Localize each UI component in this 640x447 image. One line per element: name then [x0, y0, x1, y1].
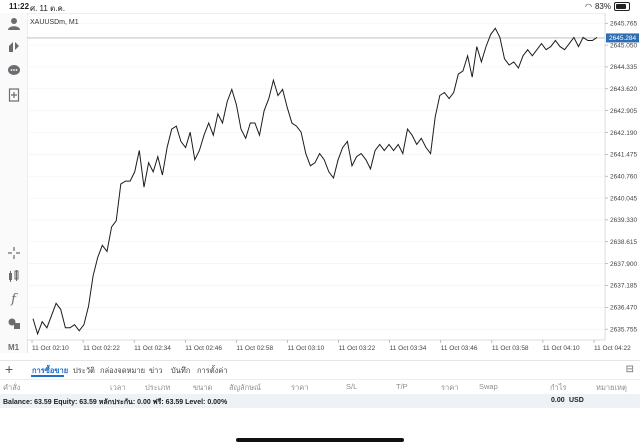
col-sl: S/L — [346, 382, 358, 391]
x-tick-label: 11 Oct 03:10 — [287, 345, 324, 352]
tab-news[interactable]: ข่าว — [149, 366, 163, 375]
status-bar: 11:22 ศ. 11 ต.ค. ◠ 83% — [0, 0, 640, 13]
indicators-icon[interactable] — [6, 269, 21, 284]
x-tick-label: 11 Oct 03:46 — [441, 345, 478, 352]
price-chart[interactable]: XAUUSDm, M1 2645.765 2645.050 2644.335 2643… — [26, 12, 640, 353]
x-tick-label: 11 Oct 04:10 — [543, 345, 580, 352]
objects-icon[interactable] — [6, 316, 21, 331]
wifi-icon: ◠ — [585, 2, 592, 11]
y-tick-label: 2643.620 — [610, 86, 637, 93]
timeframe-button[interactable]: M1 — [7, 343, 20, 352]
chat-icon[interactable] — [6, 64, 21, 79]
tab-trade[interactable]: การซื้อขาย — [32, 366, 69, 375]
terminal-tabs: + การซื้อขาย ประวัติ กล่องจดหมาย ข่าว บั… — [0, 360, 640, 379]
total-profit: 0.00 — [551, 397, 565, 404]
tab-history[interactable]: ประวัติ — [73, 366, 95, 375]
col-current-price: ราคา — [441, 383, 459, 392]
col-order: คำสั่ง — [3, 383, 21, 392]
col-symbol: สัญลักษณ์ — [229, 383, 262, 392]
balance-row: Balance: 63.59 Equity: 63.59 หลักประกัน:… — [0, 394, 640, 408]
left-toolbar: f M1 — [0, 13, 28, 353]
account-icon[interactable] — [6, 17, 21, 32]
y-tick-label: 2638.615 — [610, 239, 637, 246]
status-right: ◠ 83% — [585, 2, 630, 11]
y-tick-label: 2642.190 — [610, 130, 637, 137]
current-price-tag — [606, 33, 639, 43]
tab-settings[interactable]: การตั้งค่า — [197, 366, 228, 375]
x-tick-label: 11 Oct 03:58 — [492, 345, 529, 352]
y-tick-label: 2637.185 — [610, 283, 637, 290]
y-tick-label: 2645.765 — [610, 21, 637, 28]
orders-table-header: คำสั่ง เวลา ประเภท ขนาด สัญลักษณ์ ราคา S… — [0, 379, 640, 394]
col-type: ประเภท — [145, 383, 171, 392]
price-series-line — [32, 27, 598, 336]
x-tick-label: 11 Oct 04:22 — [594, 345, 631, 352]
collapse-panel-icon[interactable]: ⊟ — [625, 364, 634, 375]
col-time: เวลา — [110, 383, 126, 392]
y-tick-label: 2636.470 — [610, 305, 637, 312]
y-tick-label: 2645.050 — [610, 42, 637, 49]
y-tick-label: 2640.045 — [610, 195, 637, 202]
profit-currency: USD — [569, 397, 584, 404]
x-tick-label: 11 Oct 02:34 — [134, 345, 171, 352]
col-size: ขนาด — [193, 383, 213, 392]
x-tick-label: 11 Oct 02:22 — [83, 345, 120, 352]
y-tick-label: 2639.330 — [610, 217, 637, 224]
battery-icon — [614, 2, 630, 11]
x-tick-label: 11 Oct 03:22 — [339, 345, 376, 352]
price-axis: 2645.765 2645.050 2644.335 2643.620 2642.905… — [605, 21, 637, 333]
home-indicator[interactable] — [236, 438, 404, 442]
x-tick-label: 11 Oct 02:10 — [32, 345, 69, 352]
active-tab-indicator — [31, 375, 64, 377]
battery-percent: 83% — [594, 2, 611, 11]
current-price-text: 2645.284 — [609, 35, 636, 42]
x-tick-label: 11 Oct 02:46 — [185, 345, 222, 352]
col-swap: Swap — [479, 382, 498, 391]
status-time: 11:22 — [9, 2, 30, 11]
add-button[interactable]: + — [5, 361, 14, 377]
grid — [27, 22, 605, 330]
y-tick-label: 2644.335 — [610, 64, 637, 71]
status-date: ศ. 11 ต.ค. — [30, 4, 66, 13]
col-tp: T/P — [396, 382, 408, 391]
y-tick-label: 2637.900 — [610, 261, 637, 268]
plot-area — [26, 12, 606, 341]
col-profit: กำไร — [550, 383, 567, 392]
balance-summary: Balance: 63.59 Equity: 63.59 หลักประกัน:… — [3, 399, 228, 406]
tab-mailbox[interactable]: กล่องจดหมาย — [100, 366, 146, 375]
crosshair-icon[interactable] — [6, 246, 21, 261]
x-tick-label: 11 Oct 02:58 — [236, 345, 273, 352]
time-axis: 11 Oct 02:10 11 Oct 02:22 11 Oct 02:34 11 O… — [31, 340, 631, 352]
tab-journal[interactable]: บันทึก — [171, 366, 191, 375]
col-price: ราคา — [291, 383, 309, 392]
y-tick-label: 2635.755 — [610, 326, 637, 333]
trade-icon[interactable] — [6, 40, 21, 55]
function-icon[interactable]: f — [11, 292, 16, 307]
y-tick-label: 2642.905 — [610, 108, 637, 115]
x-tick-label: 11 Oct 03:34 — [390, 345, 427, 352]
new-document-icon[interactable] — [6, 88, 21, 103]
symbol-label: XAUUSDm, M1 — [30, 19, 79, 26]
chart-canvas[interactable]: XAUUSDm, M1 2645.765 2645.050 2644.335 2643… — [26, 12, 640, 353]
col-comment: หมายเหตุ — [596, 383, 627, 392]
y-tick-label: 2641.475 — [610, 152, 637, 159]
y-tick-label: 2640.760 — [610, 173, 637, 180]
